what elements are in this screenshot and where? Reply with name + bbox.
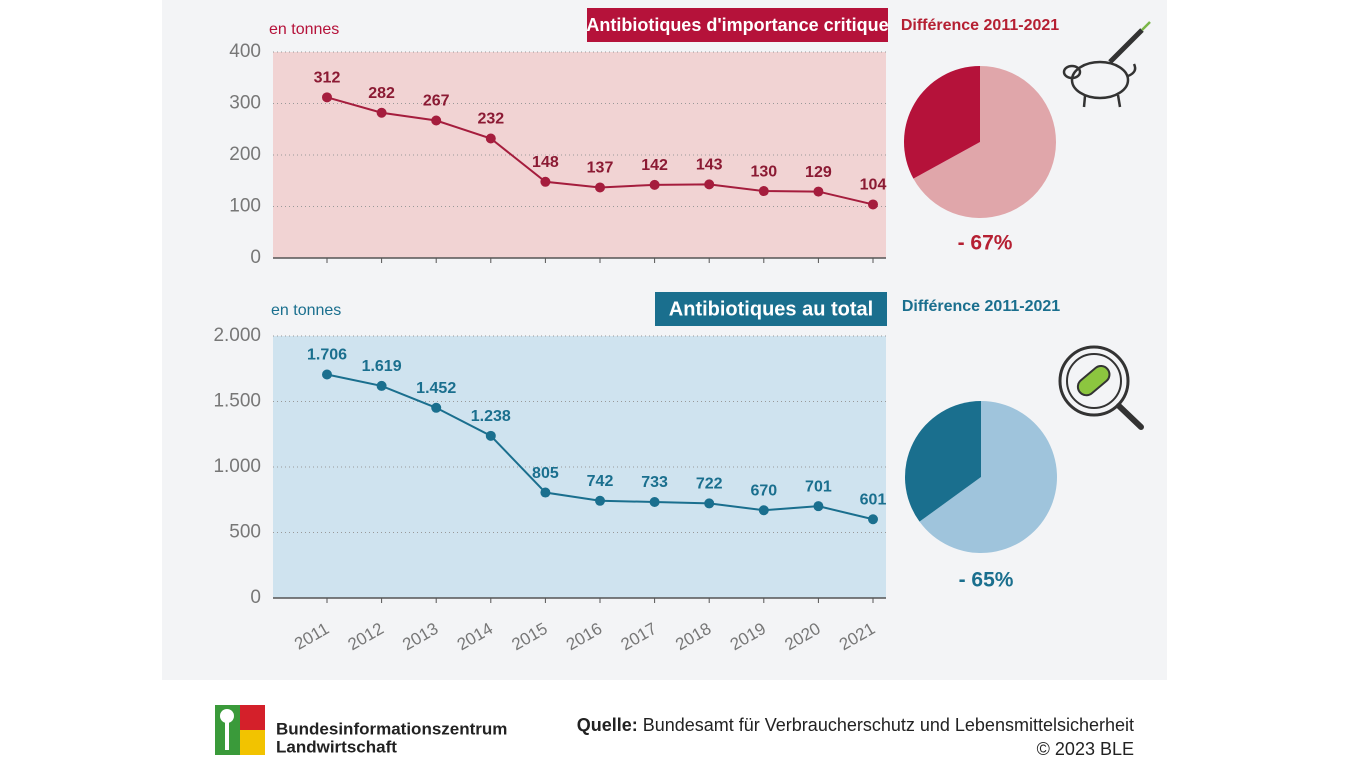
source-text: Bundesamt für Verbraucherschutz und Lebe… xyxy=(643,715,1134,735)
data-label: 701 xyxy=(805,478,832,495)
data-point xyxy=(704,498,715,509)
magnifier-icon xyxy=(1058,345,1144,430)
pie-annotation: - 65% xyxy=(959,569,1014,592)
data-label: 104 xyxy=(860,177,887,194)
data-label: 1.619 xyxy=(362,358,402,375)
pie-slice xyxy=(903,66,980,179)
data-label: 148 xyxy=(532,154,559,171)
pie-slice xyxy=(919,401,1057,553)
data-label: 1.238 xyxy=(471,408,511,425)
data-point xyxy=(485,430,496,441)
data-point xyxy=(868,199,878,210)
pig-icon xyxy=(1062,21,1151,108)
source: Quelle: Bundesamt für Verbraucherschutz u… xyxy=(577,715,1134,735)
data-label: 805 xyxy=(532,465,559,482)
data-label: 312 xyxy=(314,70,341,87)
logo-line: Landwirtschaft xyxy=(276,737,397,756)
data-point xyxy=(595,182,605,193)
data-point xyxy=(540,487,551,498)
data-point xyxy=(868,514,878,525)
data-label: 142 xyxy=(641,157,668,174)
y-tick-label: 1.000 xyxy=(213,456,261,477)
data-label: 129 xyxy=(805,164,832,181)
data-label: 733 xyxy=(641,474,668,491)
pie-title: Différence 2011-2021 xyxy=(902,298,1060,315)
data-point xyxy=(649,496,660,507)
chart-title: Antibiotiques au total xyxy=(669,298,873,320)
y-tick-label: 200 xyxy=(229,144,261,165)
y-tick-label: 100 xyxy=(229,196,261,217)
title-box xyxy=(655,292,887,326)
y-tick-label: 500 xyxy=(229,522,261,543)
title-box xyxy=(587,8,888,42)
y-tick-label: 300 xyxy=(229,93,261,114)
data-point xyxy=(431,402,442,413)
data-label: 282 xyxy=(368,85,395,102)
pie-slice xyxy=(913,66,1056,218)
data-point xyxy=(322,369,332,380)
data-label: 137 xyxy=(587,160,614,177)
pie-title: Différence 2011-2021 xyxy=(901,17,1059,34)
data-label: 670 xyxy=(750,482,777,499)
pie-slice xyxy=(904,401,981,522)
data-label: 130 xyxy=(750,163,777,180)
y-tick-label: 0 xyxy=(250,247,261,268)
unit-label: en tonnes xyxy=(271,302,341,319)
data-point xyxy=(649,179,660,190)
data-point xyxy=(485,133,496,144)
data-point xyxy=(540,176,551,187)
logo xyxy=(215,705,265,755)
y-tick-label: 2.000 xyxy=(213,325,261,346)
plot-area xyxy=(273,336,886,598)
data-point xyxy=(376,107,387,118)
data-point xyxy=(758,186,769,197)
data-label: 722 xyxy=(696,476,723,493)
data-point xyxy=(813,186,824,197)
data-point xyxy=(322,92,332,103)
unit-label: en tonnes xyxy=(269,21,339,38)
data-point xyxy=(813,501,824,512)
pie-annotation: - 67% xyxy=(958,232,1013,255)
data-label: 742 xyxy=(587,473,614,490)
plot-area xyxy=(273,52,886,258)
y-tick-label: 0 xyxy=(250,587,261,608)
data-point xyxy=(595,495,605,506)
logo-line: Bundesinformationszentrum xyxy=(276,719,507,738)
data-point xyxy=(431,115,442,126)
data-label: 1.452 xyxy=(416,380,456,397)
data-point xyxy=(376,380,387,391)
data-label: 267 xyxy=(423,93,450,110)
y-tick-label: 1.500 xyxy=(213,391,261,412)
source-label: Quelle: xyxy=(577,715,638,735)
data-point xyxy=(758,505,769,516)
data-label: 1.706 xyxy=(307,347,347,364)
chart-title: Antibiotiques d'importance critique xyxy=(586,15,888,35)
data-label: 601 xyxy=(860,491,887,508)
data-point xyxy=(704,179,715,190)
data-label: 143 xyxy=(696,157,723,174)
y-tick-label: 400 xyxy=(229,41,261,62)
data-label: 232 xyxy=(477,111,504,128)
copyright: © 2023 BLE xyxy=(1037,739,1134,759)
